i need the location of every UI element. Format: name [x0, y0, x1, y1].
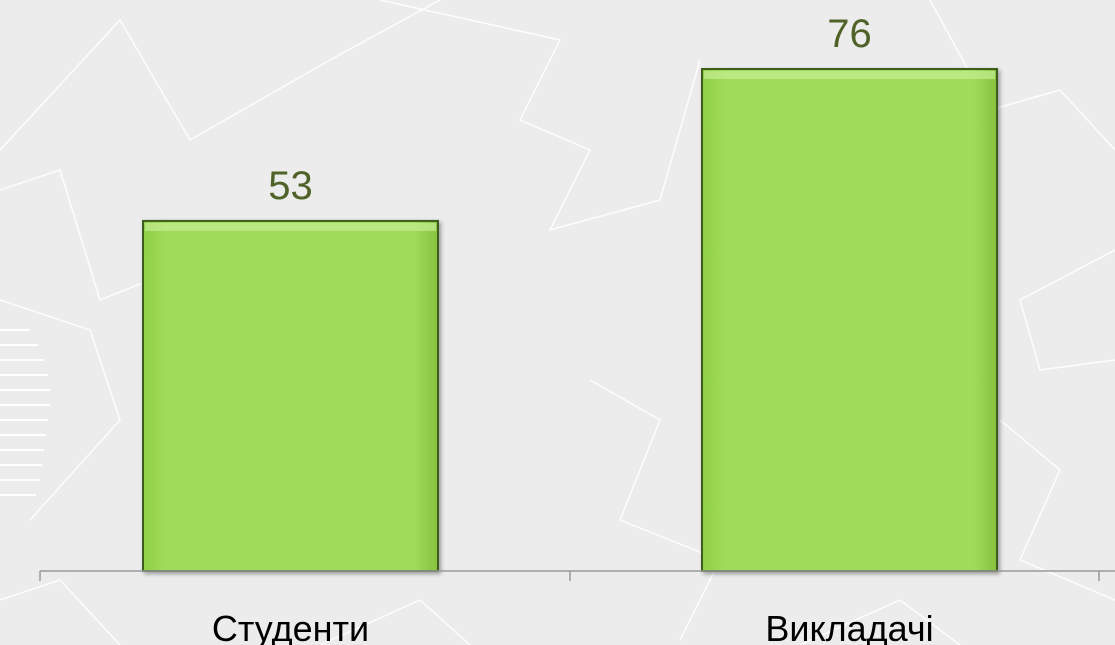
data-label: 76 [827, 12, 872, 56]
bar [142, 219, 439, 572]
bar [701, 68, 998, 572]
x-tick-label: Викладачі [765, 608, 933, 645]
plot-area: 53 Студенти 76 Викладачі [39, 12, 1115, 645]
data-label: 53 [268, 164, 313, 208]
bar-highlight [145, 222, 436, 231]
x-tick-label: Студенти [212, 608, 369, 645]
bar-highlight [704, 71, 995, 79]
